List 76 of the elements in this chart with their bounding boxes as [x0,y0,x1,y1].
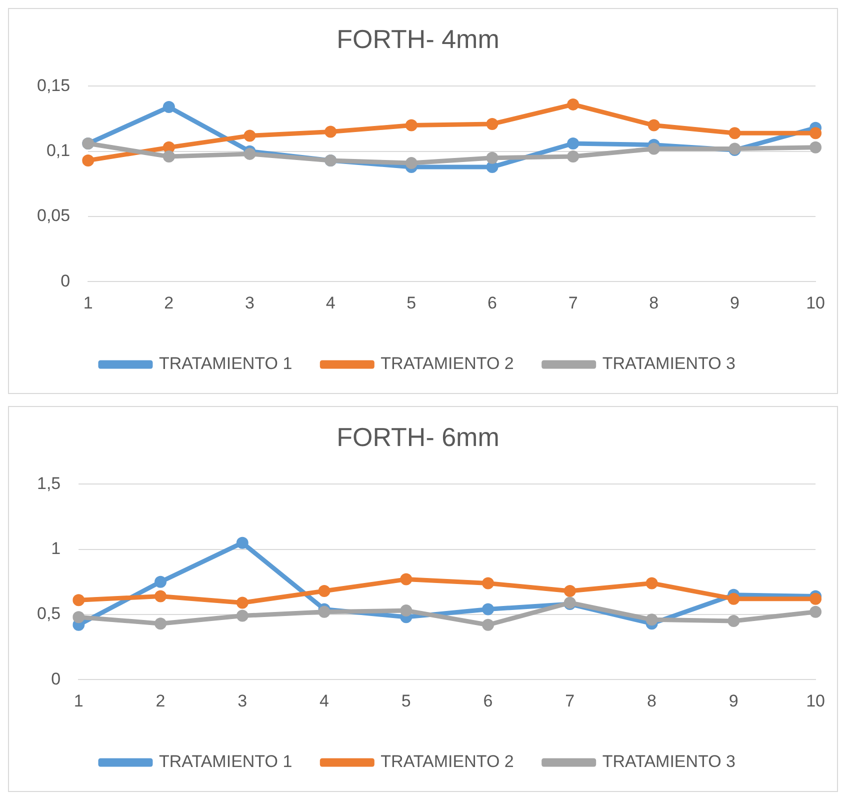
legend-label: TRATAMIENTO 1 [158,752,292,772]
legend-label: TRATAMIENTO 2 [380,354,514,374]
x-tick-label: 7 [565,691,575,710]
x-tick-label: 5 [401,691,411,710]
x-tick-label: 2 [164,293,174,312]
y-tick-label: 0,1 [46,141,70,160]
point [728,592,740,605]
point [482,603,494,616]
point [810,141,822,154]
legend-label: TRATAMIENTO 3 [602,752,736,772]
point [244,148,256,160]
x-tick-label: 10 [806,293,826,312]
y-tick-label: 0,05 [36,206,70,226]
y-tick-label: 0 [60,271,70,290]
chart-title: FORTH- 4mm [336,24,500,54]
x-tick-label: 4 [326,293,336,312]
x-tick-label: 3 [245,293,254,312]
point [154,576,167,588]
point [400,573,412,586]
point [728,127,741,140]
x-tick-label: 1 [83,293,93,312]
x-tick-label: 9 [730,293,740,312]
point [82,154,94,166]
point [324,126,337,138]
legend-label: TRATAMIENTO 1 [158,354,292,374]
y-tick-label: 0,15 [36,76,70,95]
point [236,596,248,609]
point [728,614,740,627]
x-tick-label: 6 [487,293,497,312]
point [318,606,330,618]
x-tick-label: 9 [728,691,738,710]
point [400,604,412,617]
y-tick-label: 1 [51,539,61,558]
point [405,157,418,170]
x-tick-label: 1 [74,691,84,710]
x-tick-label: 3 [238,691,248,710]
point [244,130,256,142]
x-tick-label: 7 [568,293,578,312]
x-tick-label: 2 [156,691,166,710]
x-tick-label: 6 [483,691,493,710]
x-tick-label: 5 [406,293,416,312]
legend-label: TRATAMIENTO 2 [380,752,514,772]
point [236,610,248,622]
x-tick-label: 4 [320,691,330,710]
legend-label: TRATAMIENTO 3 [602,354,736,374]
point [810,127,822,140]
y-tick-label: 1,5 [36,474,61,493]
point [810,606,822,618]
point [154,618,167,630]
x-tick-label: 8 [649,293,659,312]
point [405,119,418,132]
point [236,536,248,549]
point [567,138,580,150]
point [648,119,660,132]
x-tick-label: 8 [647,691,657,710]
point [567,98,580,110]
point [810,592,822,605]
point [486,152,498,164]
x-tick-label: 10 [806,691,826,710]
y-tick-label: 0 [51,669,61,688]
point [646,577,658,590]
point [162,150,175,163]
point [567,150,580,163]
point [648,142,660,155]
point [318,585,330,598]
point [72,594,85,606]
point [646,614,658,626]
point [162,101,175,114]
point [486,118,498,130]
point [564,585,576,598]
point [72,611,85,624]
point [482,618,494,631]
point [154,590,167,602]
point [482,577,494,590]
y-tick-label: 0,5 [36,604,61,624]
chart-title: FORTH- 6mm [336,422,500,452]
